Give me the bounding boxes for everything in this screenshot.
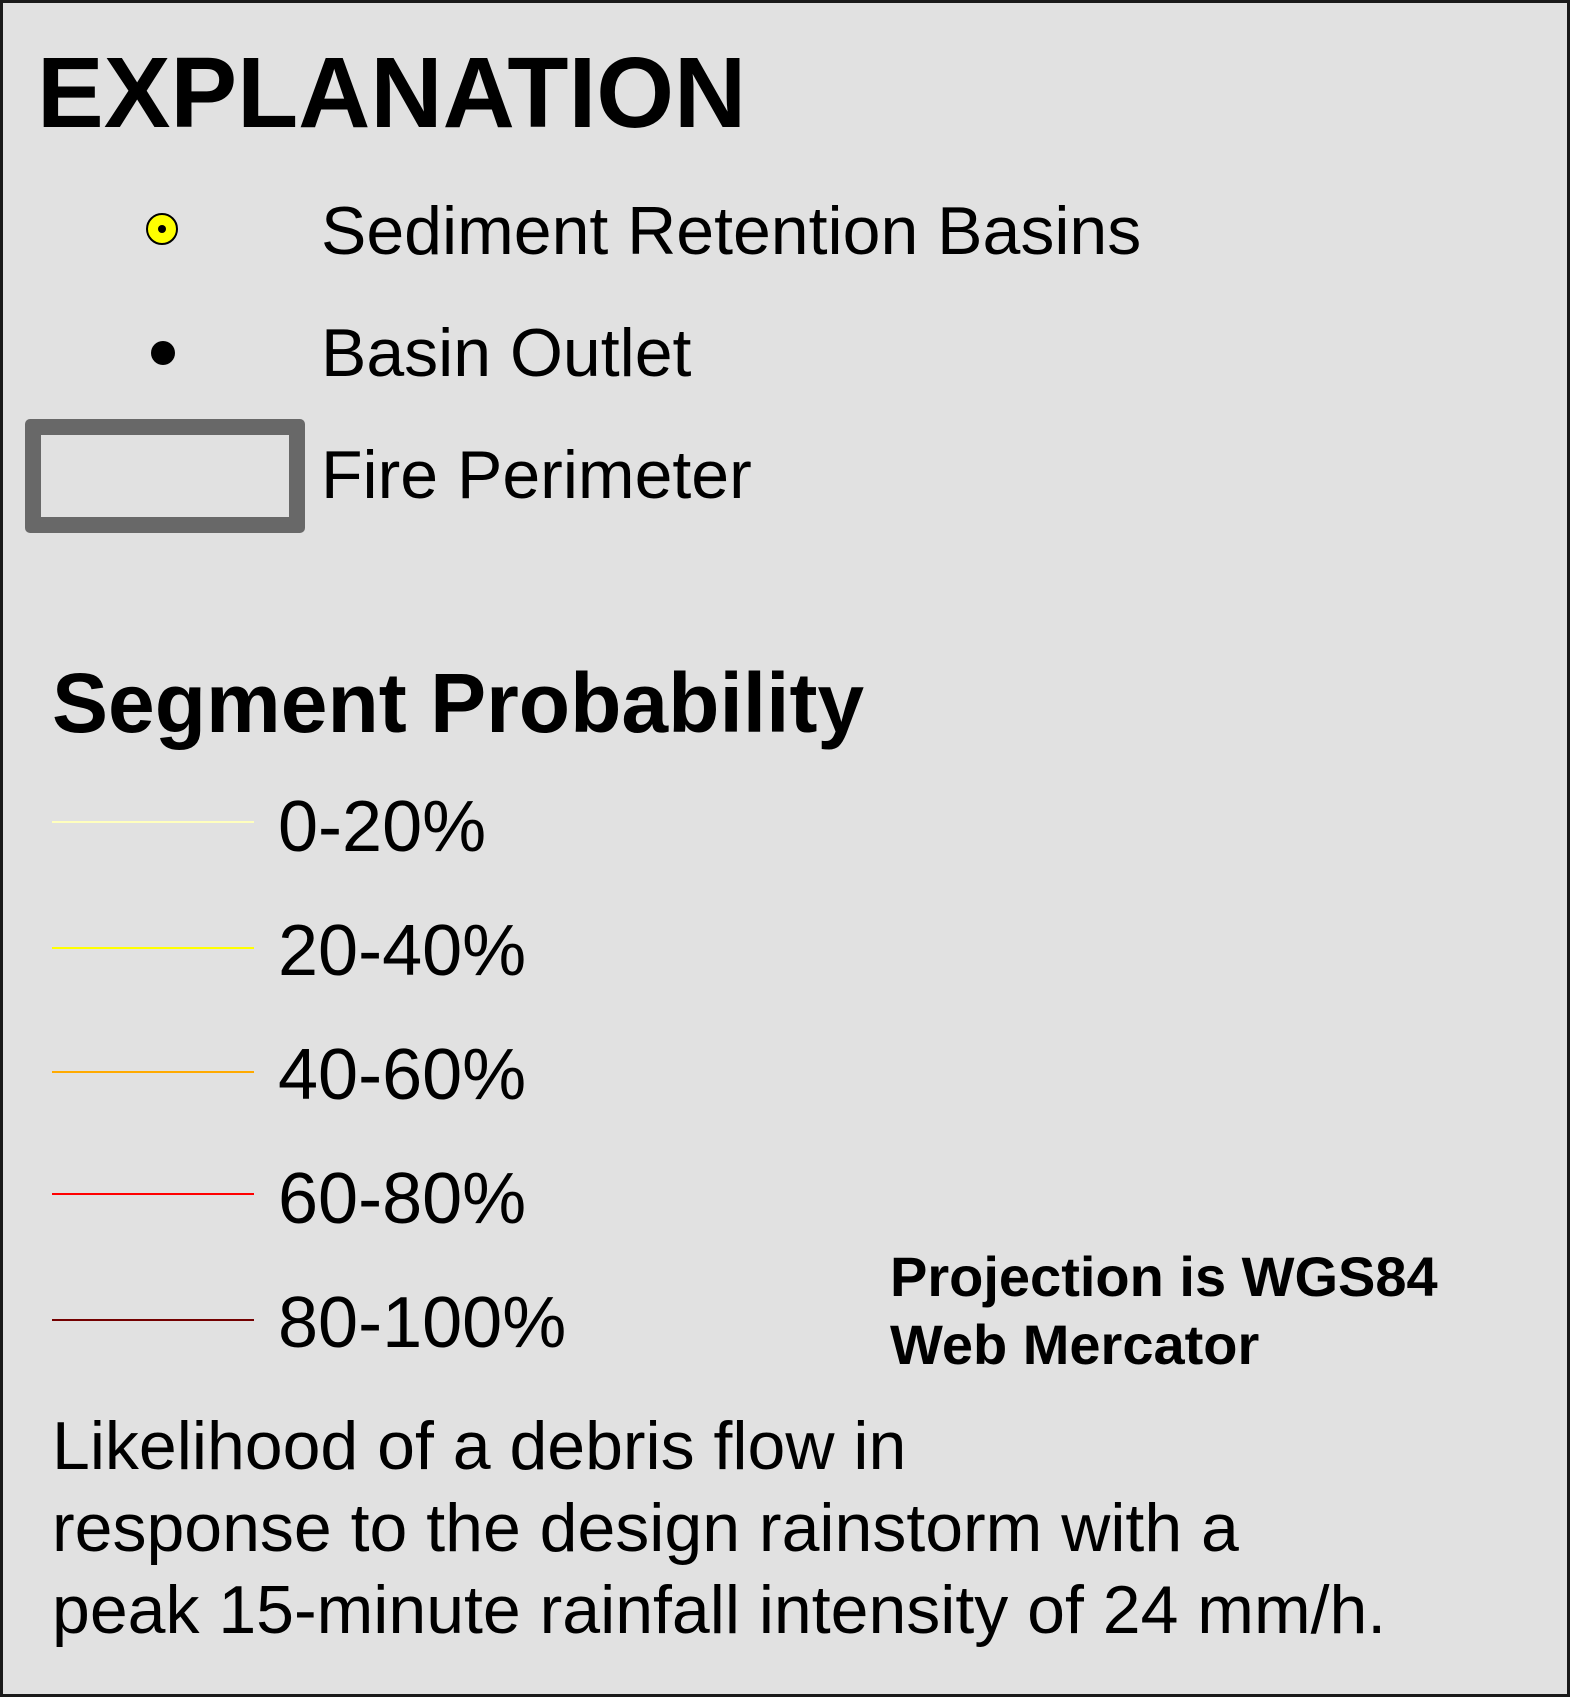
basin-outlet-icon (151, 341, 175, 365)
probability-label-0-20: 0-20% (278, 787, 487, 867)
description-line-2: response to the design rainstorm with a (52, 1490, 1239, 1566)
fire-perimeter-symbol (25, 419, 305, 533)
probability-line-40-60 (52, 1071, 254, 1073)
legend-item-fire-perimeter: Fire Perimeter (321, 437, 752, 513)
legend-item-basin-outlet: Basin Outlet (321, 315, 692, 391)
probability-line-60-80 (52, 1193, 254, 1195)
likelihood-description: Likelihood of a debris flow in response … (52, 1405, 1532, 1651)
legend-title: EXPLANATION (37, 37, 747, 149)
legend-item-sediment-basins: Sediment Retention Basins (321, 193, 1142, 269)
sediment-basin-icon (146, 213, 178, 245)
segment-probability-title: Segment Probability (52, 656, 865, 750)
projection-note: Projection is WGS84 Web Mercator (890, 1243, 1438, 1379)
probability-label-60-80: 60-80% (278, 1159, 527, 1239)
probability-line-20-40 (52, 947, 254, 949)
description-line-1: Likelihood of a debris flow in (52, 1408, 907, 1484)
projection-line-2: Web Mercator (890, 1313, 1260, 1376)
probability-line-0-20 (52, 821, 254, 823)
probability-line-80-100 (52, 1319, 254, 1321)
probability-label-80-100: 80-100% (278, 1283, 567, 1363)
projection-line-1: Projection is WGS84 (890, 1245, 1438, 1308)
probability-label-20-40: 20-40% (278, 911, 527, 991)
probability-label-40-60: 40-60% (278, 1035, 527, 1115)
description-line-3: peak 15-minute rainfall intensity of 24 … (52, 1572, 1387, 1648)
